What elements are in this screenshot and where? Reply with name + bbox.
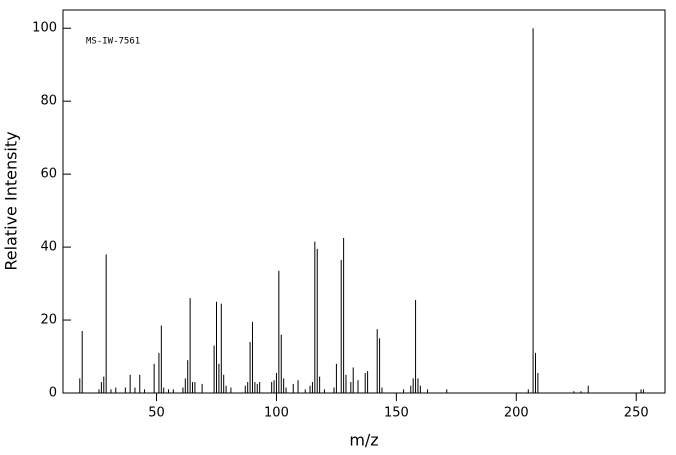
y-axis-title: Relative Intensity <box>2 131 21 270</box>
y-tick-label: 80 <box>40 94 57 109</box>
y-tick-label: 60 <box>40 167 57 182</box>
annotation: MS-IW-7561 <box>86 37 140 47</box>
y-tick-label: 100 <box>32 21 57 36</box>
y-tick-label: 0 <box>49 386 57 401</box>
x-tick-label: 250 <box>624 406 649 421</box>
x-tick-label: 150 <box>384 406 409 421</box>
x-axis-title: m/z <box>349 431 378 450</box>
plot-frame <box>62 9 666 394</box>
x-tick-label: 50 <box>148 406 165 421</box>
y-tick-label: 20 <box>40 313 57 328</box>
x-tick-label: 200 <box>504 406 529 421</box>
y-tick-label: 40 <box>40 240 57 255</box>
x-tick-label: 100 <box>264 406 289 421</box>
